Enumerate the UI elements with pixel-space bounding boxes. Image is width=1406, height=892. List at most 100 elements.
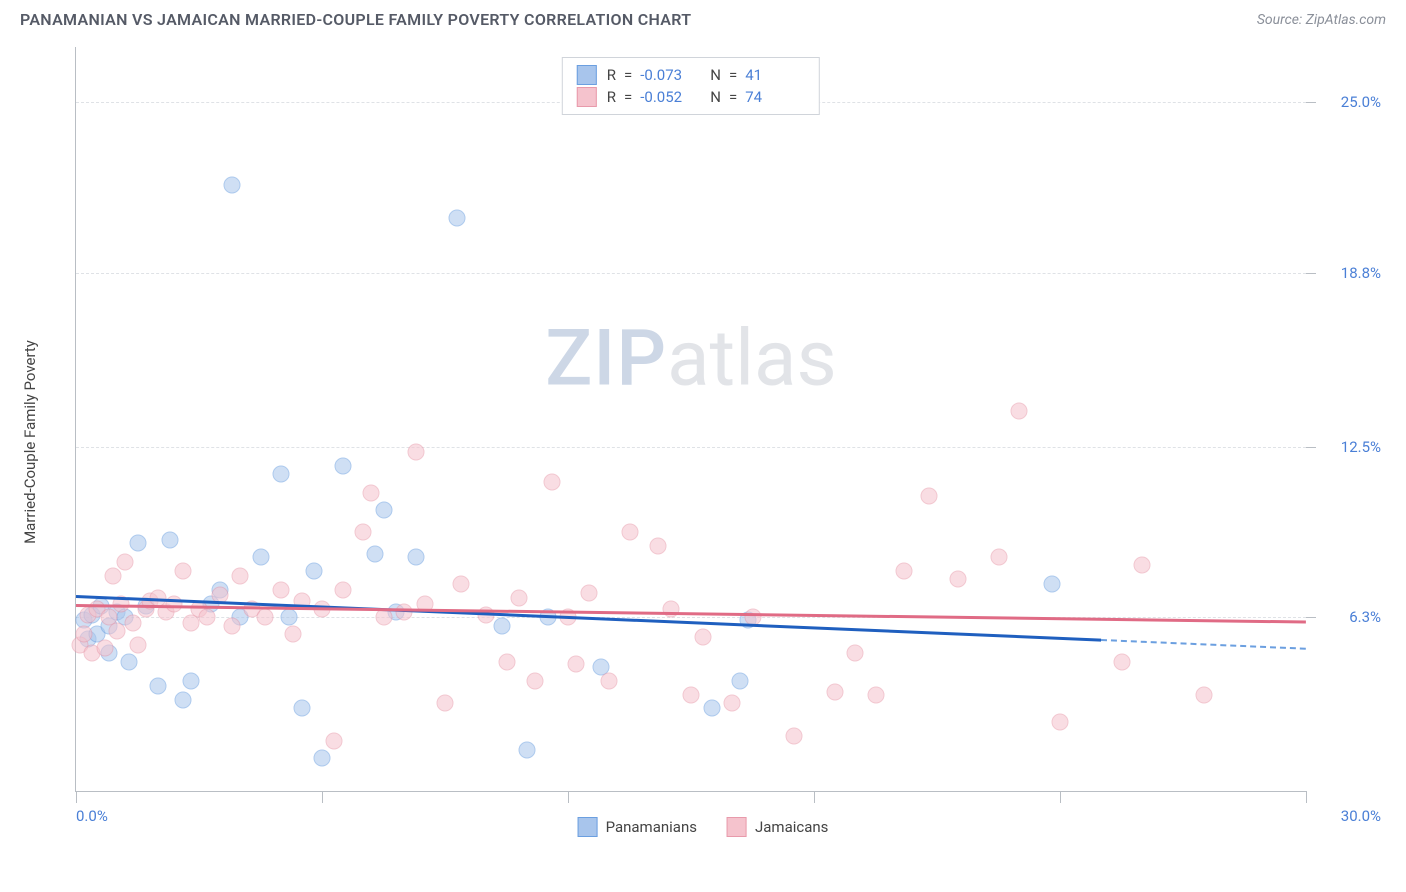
data-point	[375, 609, 392, 626]
data-point	[281, 609, 298, 626]
data-point	[125, 614, 142, 631]
data-point	[305, 562, 322, 579]
data-point	[1043, 576, 1060, 593]
stat-eq: =	[729, 88, 737, 106]
data-point	[129, 636, 146, 653]
data-point	[949, 570, 966, 587]
stat-eq: =	[624, 88, 632, 106]
data-point	[732, 672, 749, 689]
xtick-mark	[1306, 791, 1307, 803]
data-point	[117, 554, 134, 571]
ytick-mark	[1306, 102, 1316, 103]
x-axis-min-label: 0.0%	[76, 807, 108, 825]
plot-region: ZIPatlas 6.3%12.5%18.8%25.0%0.0%30.0%R=-…	[75, 47, 1306, 792]
legend-bottom: Panamanians Jamaicans	[578, 817, 829, 837]
data-point	[650, 537, 667, 554]
ytick-label: 12.5%	[1316, 438, 1381, 456]
data-point	[252, 548, 269, 565]
ytick-mark	[1306, 447, 1316, 448]
data-point	[695, 628, 712, 645]
data-point	[363, 485, 380, 502]
data-point	[121, 653, 138, 670]
xtick-mark	[814, 791, 815, 803]
stat-R-label: R	[607, 88, 616, 106]
data-point	[580, 584, 597, 601]
stat-N-value: 74	[745, 88, 805, 106]
stat-N-label: N	[710, 66, 721, 84]
data-point	[174, 562, 191, 579]
data-point	[703, 700, 720, 717]
data-point	[162, 532, 179, 549]
stat-eq: =	[729, 66, 737, 84]
data-point	[896, 562, 913, 579]
ytick-label: 25.0%	[1316, 93, 1381, 111]
legend-swatch	[578, 817, 598, 837]
data-point	[601, 672, 618, 689]
legend-swatch	[577, 65, 597, 85]
legend-label: Panamanians	[606, 818, 697, 836]
data-point	[232, 568, 249, 585]
data-point	[199, 609, 216, 626]
source-attribution: Source: ZipAtlas.com	[1257, 12, 1386, 28]
xtick-mark	[322, 791, 323, 803]
data-point	[724, 694, 741, 711]
stat-R-label: R	[607, 66, 616, 84]
data-point	[109, 623, 126, 640]
watermark-atlas: atlas	[667, 314, 837, 405]
data-point	[355, 523, 372, 540]
legend-swatch	[577, 87, 597, 107]
data-point	[543, 474, 560, 491]
chart-area: Married-Couple Family Poverty ZIPatlas 6…	[20, 37, 1386, 847]
data-point	[334, 457, 351, 474]
data-point	[519, 741, 536, 758]
data-point	[453, 576, 470, 593]
data-point	[449, 209, 466, 226]
data-point	[76, 625, 93, 642]
data-point	[223, 176, 240, 193]
data-point	[223, 617, 240, 634]
xtick-mark	[1060, 791, 1061, 803]
data-point	[408, 548, 425, 565]
ytick-label: 6.3%	[1316, 608, 1381, 626]
data-point	[334, 581, 351, 598]
stat-R-value: -0.073	[640, 66, 700, 84]
data-point	[621, 523, 638, 540]
xtick-mark	[568, 791, 569, 803]
data-point	[437, 694, 454, 711]
data-point	[326, 733, 343, 750]
data-point	[847, 645, 864, 662]
data-point	[683, 686, 700, 703]
data-point	[273, 581, 290, 598]
data-point	[166, 595, 183, 612]
data-point	[498, 653, 515, 670]
x-axis-max-label: 30.0%	[1316, 807, 1381, 825]
data-point	[1011, 402, 1028, 419]
title-bar: PANAMANIAN VS JAMAICAN MARRIED-COUPLE FA…	[0, 0, 1406, 37]
data-point	[314, 749, 331, 766]
data-point	[867, 686, 884, 703]
data-point	[174, 692, 191, 709]
data-point	[785, 727, 802, 744]
ytick-mark	[1306, 273, 1316, 274]
data-point	[1134, 557, 1151, 574]
data-point	[129, 535, 146, 552]
data-point	[826, 683, 843, 700]
data-point	[568, 656, 585, 673]
data-point	[1195, 686, 1212, 703]
data-point	[293, 700, 310, 717]
stat-R-value: -0.052	[640, 88, 700, 106]
data-point	[990, 548, 1007, 565]
data-point	[1052, 714, 1069, 731]
data-point	[408, 444, 425, 461]
gridline	[76, 273, 1306, 274]
gridline	[76, 447, 1306, 448]
data-point	[182, 672, 199, 689]
y-axis-title: Married-Couple Family Poverty	[21, 340, 39, 544]
legend-label: Jamaicans	[755, 818, 828, 836]
legend-item: Jamaicans	[727, 817, 828, 837]
trend-line	[1101, 639, 1306, 650]
data-point	[256, 609, 273, 626]
watermark: ZIPatlas	[545, 314, 837, 405]
data-point	[96, 639, 113, 656]
data-point	[510, 590, 527, 607]
